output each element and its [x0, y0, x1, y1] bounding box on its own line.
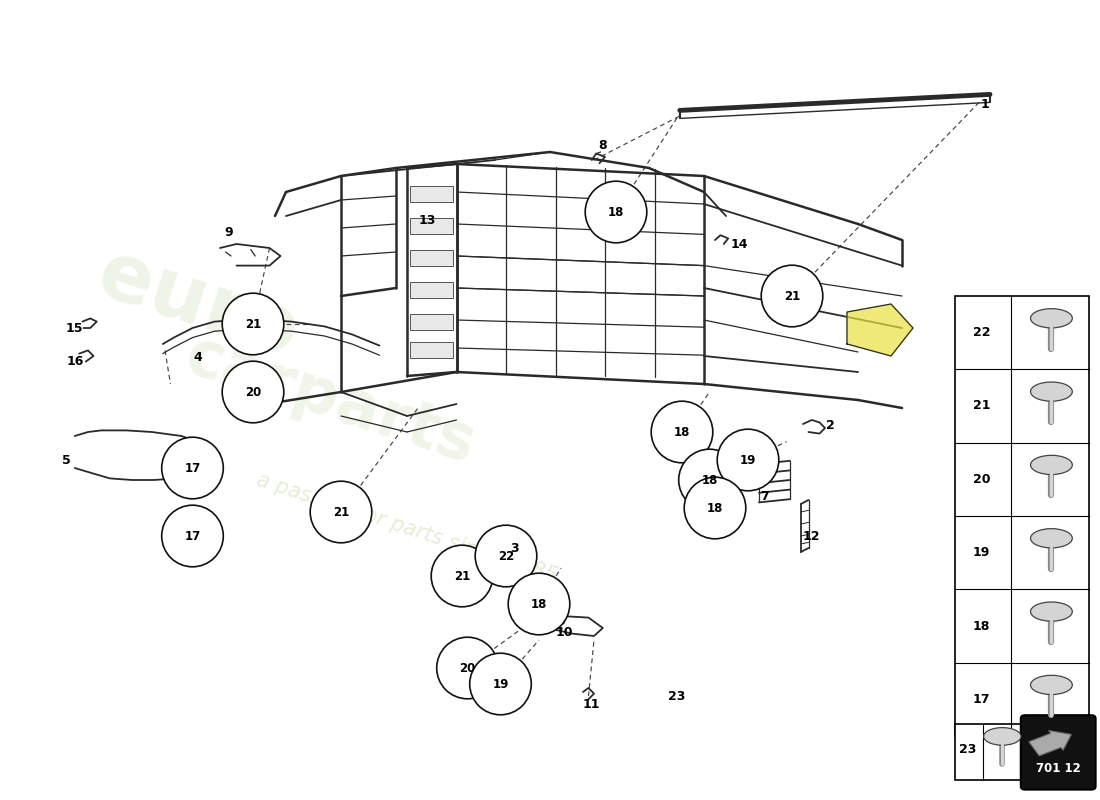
Ellipse shape	[1031, 382, 1072, 402]
Ellipse shape	[1031, 602, 1072, 621]
Text: 701 12: 701 12	[1036, 762, 1080, 775]
Text: 1: 1	[980, 98, 989, 110]
Text: 5: 5	[62, 454, 70, 466]
Text: 14: 14	[730, 238, 748, 250]
Text: 21: 21	[454, 570, 470, 582]
Text: 19: 19	[974, 546, 990, 559]
Polygon shape	[847, 304, 913, 356]
Ellipse shape	[1031, 309, 1072, 328]
Text: 18: 18	[974, 619, 990, 633]
Ellipse shape	[222, 293, 284, 355]
Ellipse shape	[1031, 455, 1072, 474]
FancyArrow shape	[1028, 730, 1071, 756]
Ellipse shape	[222, 362, 284, 422]
Ellipse shape	[679, 450, 740, 511]
Ellipse shape	[437, 637, 498, 699]
Text: 23: 23	[959, 742, 977, 756]
Text: 18: 18	[707, 502, 723, 514]
Text: 18: 18	[674, 426, 690, 438]
FancyBboxPatch shape	[410, 282, 453, 298]
Text: 7: 7	[760, 490, 769, 502]
Ellipse shape	[508, 573, 570, 635]
Text: 16: 16	[66, 355, 84, 368]
Text: 8: 8	[598, 139, 607, 152]
Ellipse shape	[983, 728, 1021, 746]
Ellipse shape	[162, 506, 223, 566]
Text: 22: 22	[972, 326, 990, 339]
Text: 21: 21	[333, 506, 349, 518]
FancyBboxPatch shape	[410, 250, 453, 266]
Text: 10: 10	[556, 626, 573, 638]
FancyBboxPatch shape	[955, 296, 1089, 736]
Ellipse shape	[717, 429, 779, 490]
Ellipse shape	[475, 525, 537, 587]
Text: 22: 22	[498, 550, 514, 562]
Ellipse shape	[1031, 675, 1072, 694]
Text: 23: 23	[668, 690, 685, 702]
Text: 18: 18	[702, 474, 717, 486]
Text: 21: 21	[972, 399, 990, 413]
Text: euro: euro	[88, 235, 308, 373]
Text: 4: 4	[194, 351, 202, 364]
Ellipse shape	[162, 437, 223, 499]
Ellipse shape	[310, 481, 372, 542]
Text: 19: 19	[493, 678, 508, 690]
Text: 2: 2	[826, 419, 835, 432]
FancyBboxPatch shape	[410, 314, 453, 330]
Text: carparts: carparts	[177, 324, 483, 476]
Text: 21: 21	[245, 318, 261, 330]
Text: 3: 3	[510, 542, 519, 554]
FancyBboxPatch shape	[410, 186, 453, 202]
Text: 12: 12	[803, 530, 821, 542]
Text: 17: 17	[185, 462, 200, 474]
Ellipse shape	[684, 477, 746, 539]
FancyBboxPatch shape	[1021, 715, 1096, 790]
Text: 17: 17	[972, 693, 990, 706]
Text: 21: 21	[784, 290, 800, 302]
Text: 20: 20	[460, 662, 475, 674]
Text: 20: 20	[245, 386, 261, 398]
Text: 20: 20	[972, 473, 990, 486]
Text: a passion for parts since 1985: a passion for parts since 1985	[254, 470, 560, 586]
Text: 15: 15	[66, 322, 84, 334]
Text: 17: 17	[185, 530, 200, 542]
Text: 19: 19	[740, 454, 756, 466]
FancyBboxPatch shape	[410, 342, 453, 358]
Text: 9: 9	[224, 226, 233, 238]
FancyBboxPatch shape	[410, 218, 453, 234]
Text: 18: 18	[608, 206, 624, 218]
Ellipse shape	[651, 402, 713, 462]
Ellipse shape	[431, 546, 493, 606]
Text: 13: 13	[418, 214, 436, 226]
Text: 11: 11	[583, 698, 601, 710]
Ellipse shape	[470, 653, 531, 715]
Ellipse shape	[761, 266, 823, 326]
Ellipse shape	[1031, 529, 1072, 548]
Ellipse shape	[585, 182, 647, 242]
Text: 18: 18	[531, 598, 547, 610]
FancyBboxPatch shape	[955, 724, 1021, 780]
